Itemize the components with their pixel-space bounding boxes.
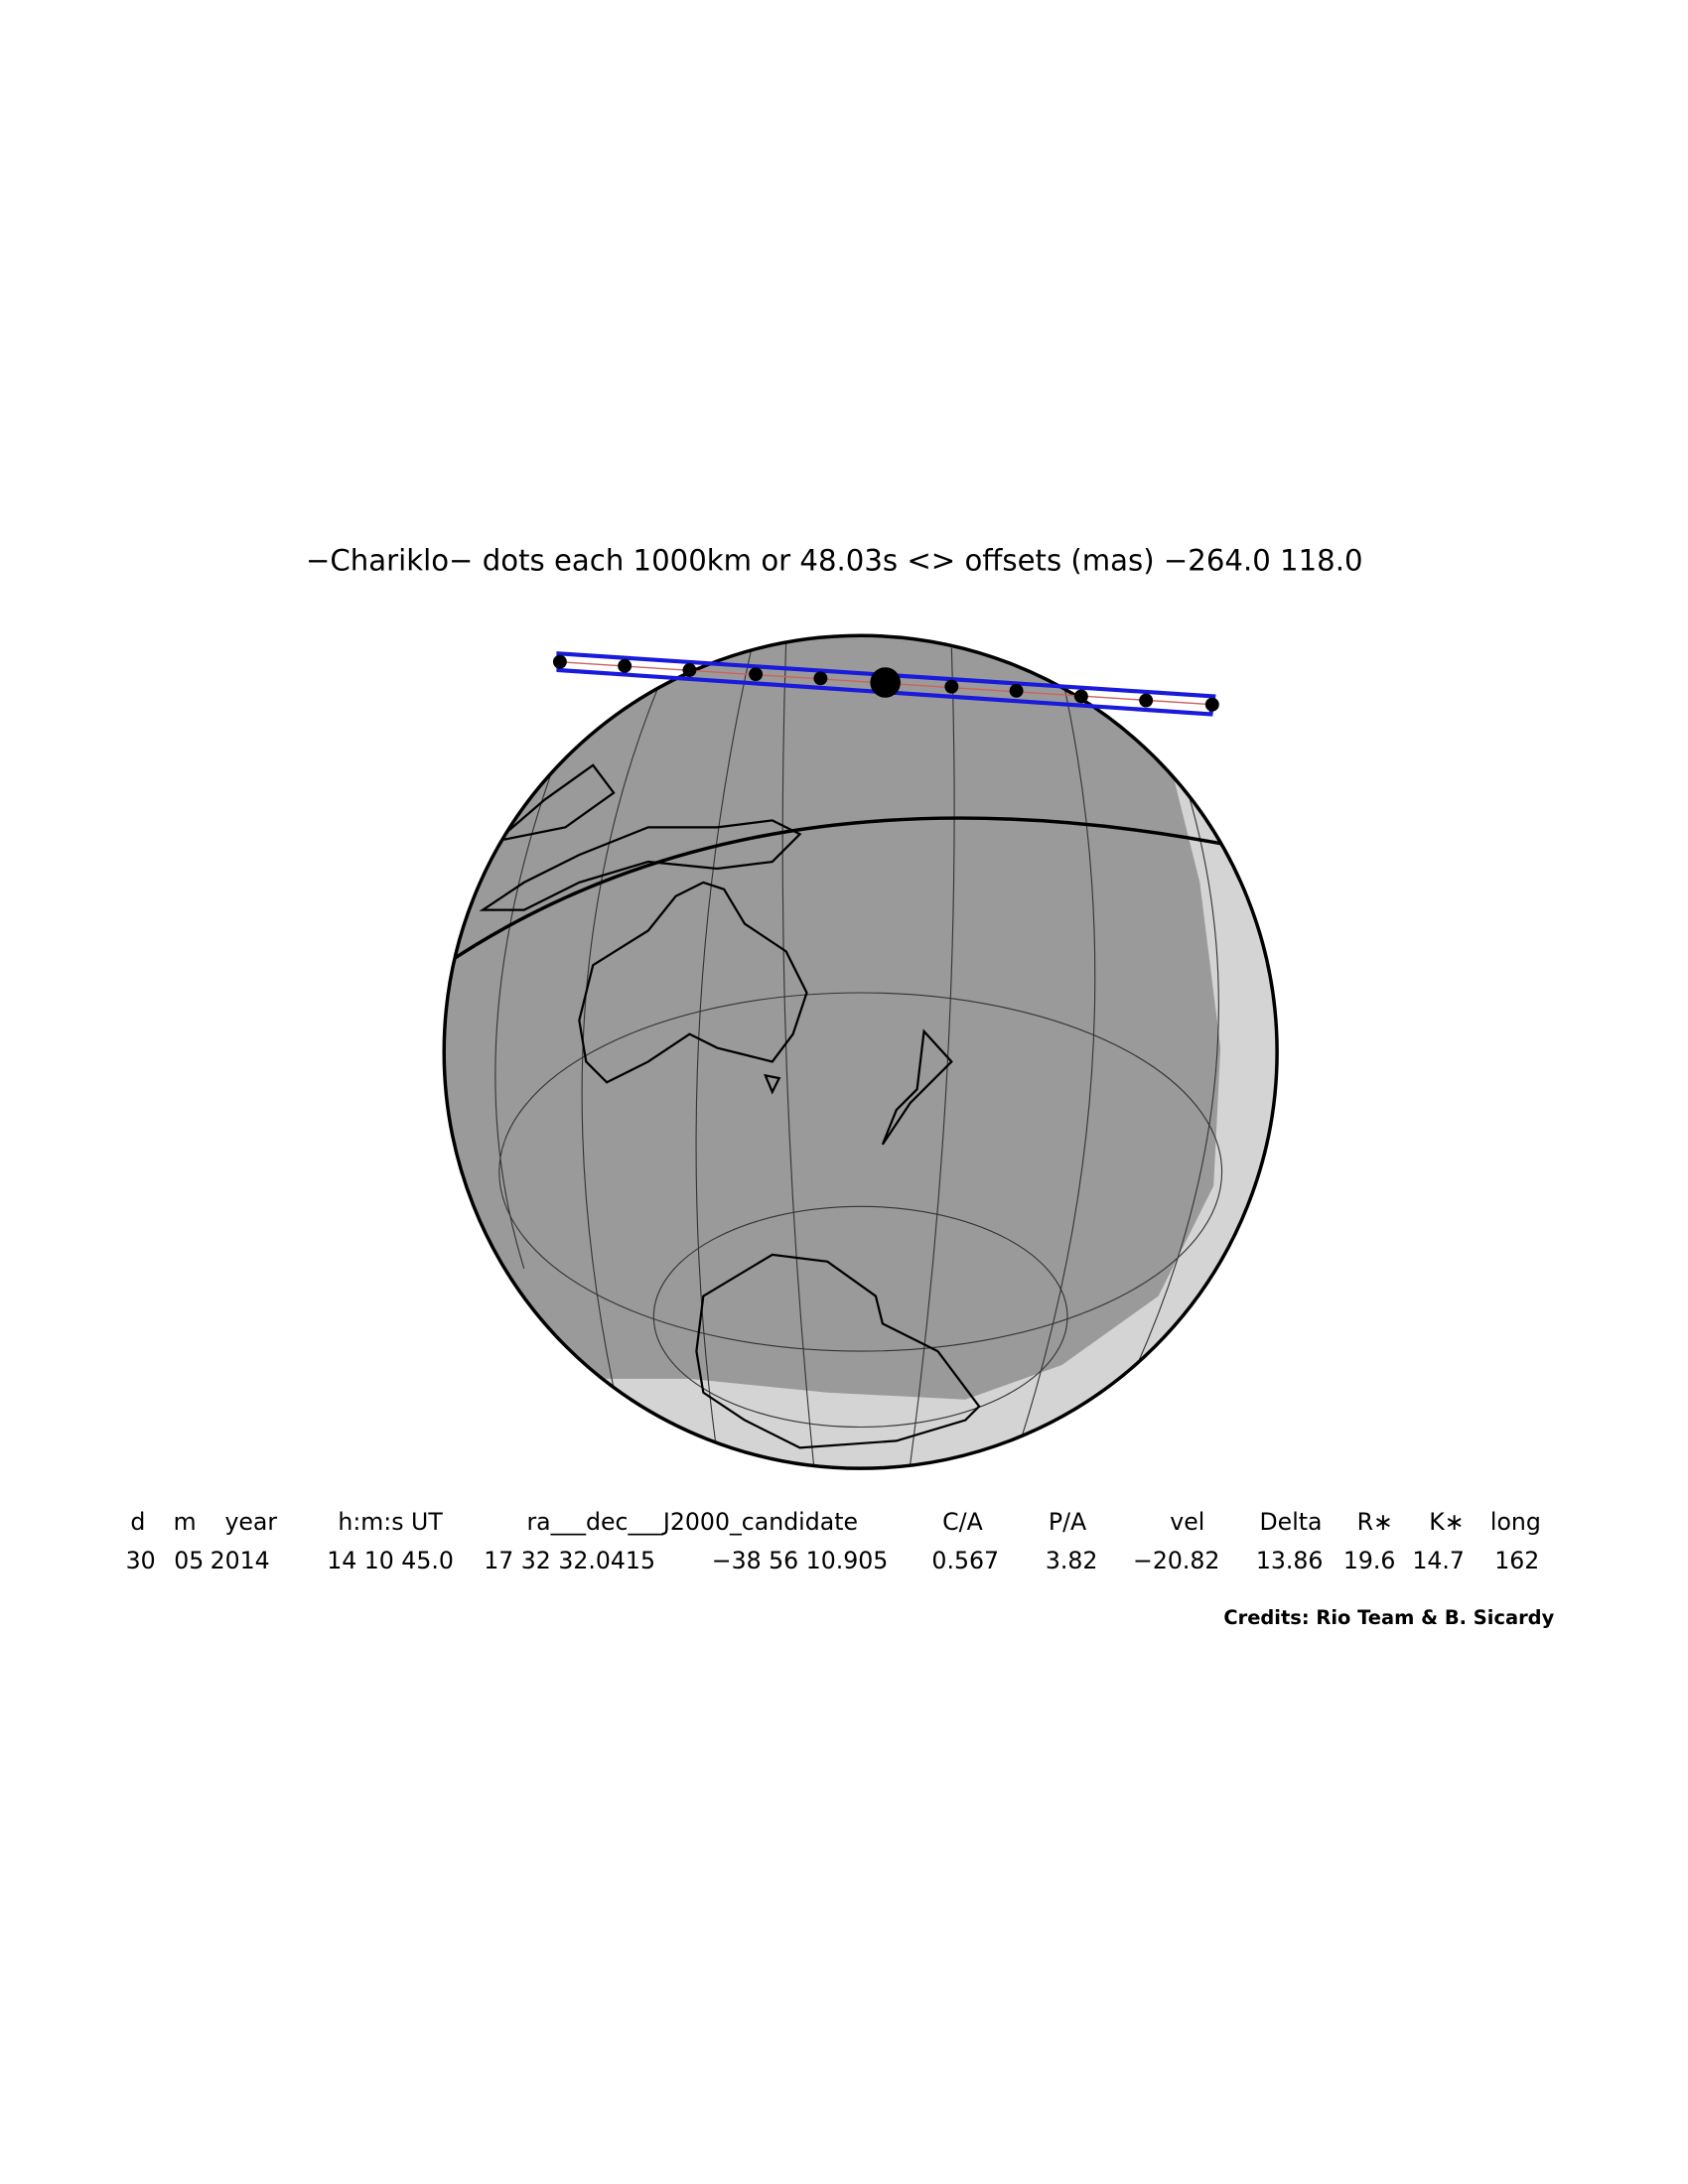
value-cell: 14 10 45.0 [327,1547,454,1574]
shadow-path [552,651,1219,717]
value-cell: 14.7 [1412,1547,1465,1574]
header-cell: vel [1170,1508,1204,1536]
value-cell: 13.86 [1256,1547,1324,1574]
value-cell: 30 [126,1547,156,1574]
header-cell: P/A [1049,1508,1086,1536]
value-cell: 0.567 [931,1547,999,1574]
header-cell: C/A [942,1508,983,1536]
value-cell: 17 32 32.0415 [484,1547,655,1574]
table: d m year h:m:s UT ra___dec___J2000_candi… [126,1508,1541,1574]
header-cell: K∗ [1429,1508,1464,1536]
header-cell: m [174,1508,197,1536]
value-cell: −20.82 [1133,1547,1219,1574]
value-cell: 19.6 [1343,1547,1396,1574]
globe [442,633,1279,1470]
header-cell: d [130,1508,145,1536]
value-cell: 05 [174,1547,204,1574]
value-cell: 162 [1494,1547,1539,1574]
value-cell: 3.82 [1046,1547,1098,1574]
header-cell: R∗ [1357,1508,1393,1536]
header-cell: year [224,1508,277,1536]
credits: Credits: Rio Team & B. Sicardy [1223,1606,1554,1629]
header-cell: Delta [1260,1508,1323,1536]
value-cell: −38 56 10.905 [712,1547,889,1574]
header-cell: long [1490,1508,1541,1536]
value-cell: 2014 [211,1547,270,1574]
header-cell: ra___dec___J2000_candidate [526,1508,858,1536]
header-cell: h:m:s UT [338,1508,443,1536]
title: −Chariklo− dots each 1000km or 48.03s <>… [306,544,1363,578]
